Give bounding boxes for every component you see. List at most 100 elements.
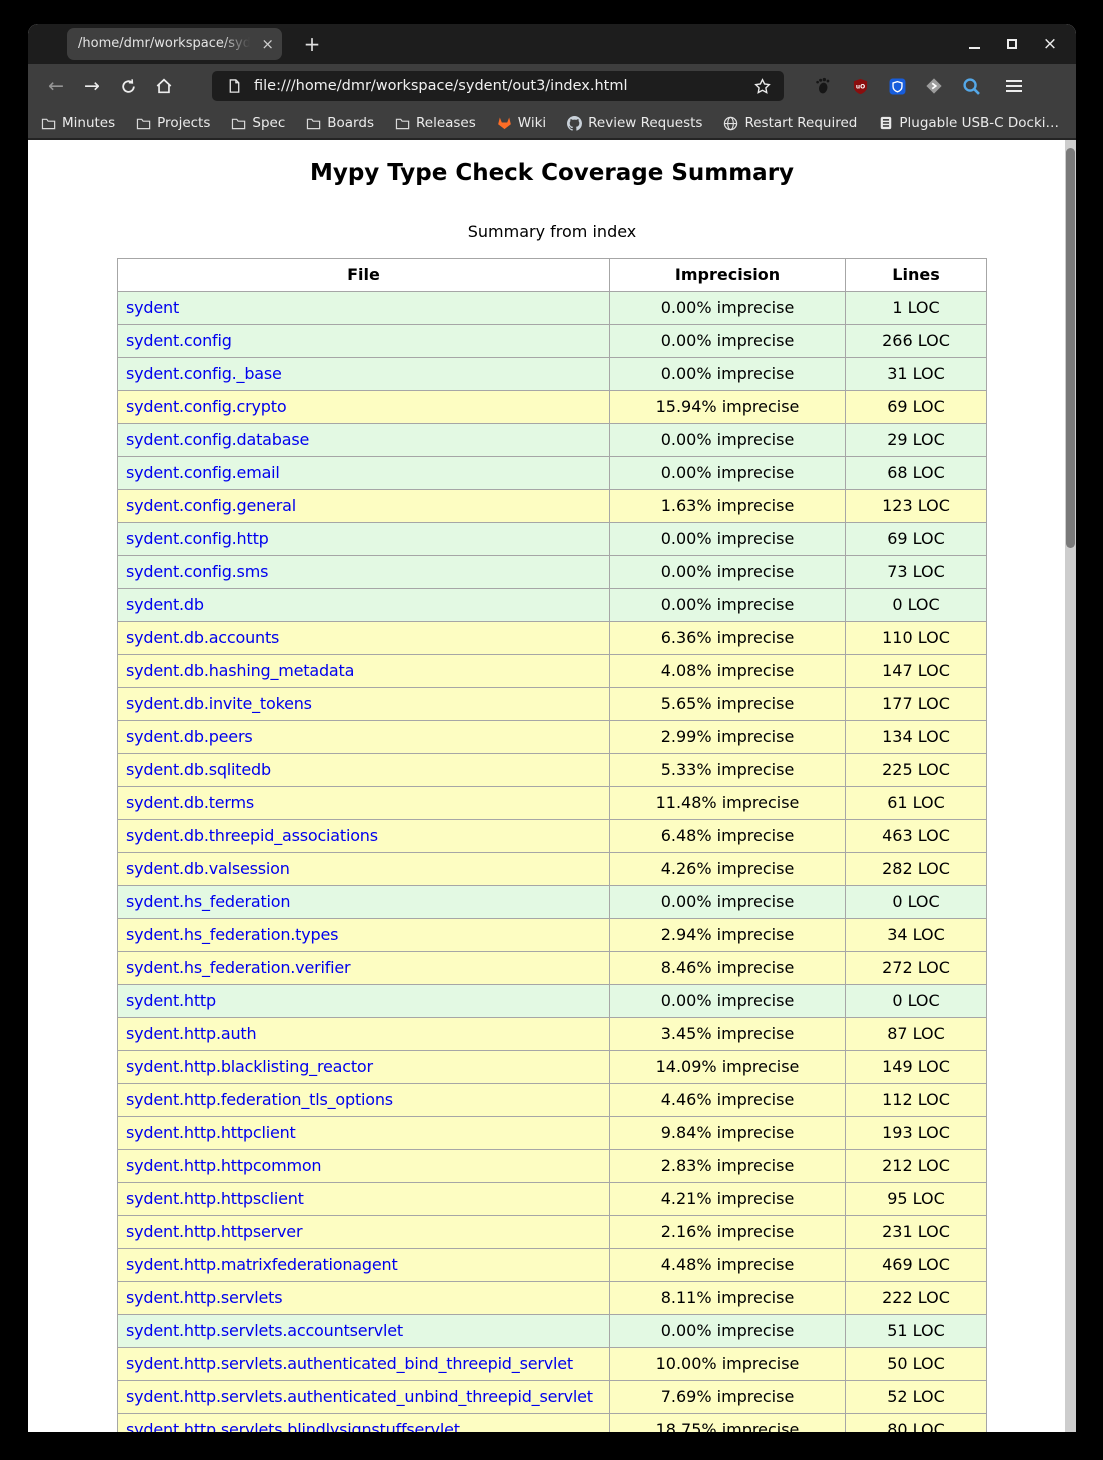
imprecision-cell: 0.00% imprecise	[609, 984, 846, 1018]
file-cell: sydent.http.servlets.accountservlet	[117, 1314, 610, 1348]
imprecision-cell: 2.94% imprecise	[609, 918, 846, 952]
reload-icon[interactable]	[112, 70, 144, 102]
minimize-button[interactable]	[962, 32, 986, 56]
table-body: sydent 0.00% imprecise 1 LOC sydent.config 0…	[117, 291, 987, 1432]
column-header-file: File	[117, 258, 610, 292]
imprecision-cell: 1.63% imprecise	[609, 489, 846, 523]
file-link[interactable]: sydent.http	[126, 991, 216, 1010]
window-controls: ×	[962, 24, 1062, 64]
file-link[interactable]: sydent.hs_federation	[126, 892, 291, 911]
file-link[interactable]: sydent.config.email	[126, 463, 280, 482]
bookmark-restart-required[interactable]: Restart Required	[723, 115, 857, 131]
scrollbar-thumb[interactable]	[1066, 148, 1075, 548]
close-button[interactable]: ×	[1042, 33, 1058, 54]
file-cell: sydent.config.crypto	[117, 390, 610, 424]
ublock-origin-icon[interactable]: uO	[849, 75, 871, 97]
file-cell: sydent.http.matrixfederationagent	[117, 1248, 610, 1282]
bookmark-releases[interactable]: Releases	[395, 115, 476, 131]
browser-tab[interactable]: /home/dmr/workspace/syden ×	[67, 28, 282, 60]
svg-text:uO: uO	[855, 83, 864, 90]
lines-cell: 177 LOC	[845, 687, 987, 721]
file-cell: sydent.http.servlets	[117, 1281, 610, 1315]
bitwarden-icon[interactable]	[886, 75, 908, 97]
maximize-button[interactable]	[1000, 32, 1024, 56]
table-row: sydent.http.servlets.accountservlet 0.00%…	[117, 1314, 987, 1348]
file-link[interactable]: sydent.hs_federation.verifier	[126, 958, 351, 977]
file-cell: sydent.db.valsession	[117, 852, 610, 886]
table-row: sydent.http.auth 3.45% imprecise 87 LOC	[117, 1017, 987, 1051]
file-cell: sydent.db	[117, 588, 610, 622]
bookmark-projects[interactable]: Projects	[136, 115, 210, 131]
file-link[interactable]: sydent.db.hashing_metadata	[126, 661, 355, 680]
imprecision-cell: 0.00% imprecise	[609, 423, 846, 457]
bookmark-label: Minutes	[62, 115, 116, 131]
file-link[interactable]: sydent.db.invite_tokens	[126, 694, 312, 713]
file-link[interactable]: sydent.config	[126, 331, 232, 350]
menu-icon[interactable]	[1003, 80, 1025, 92]
lines-cell: 87 LOC	[845, 1017, 987, 1051]
imprecision-cell: 6.36% imprecise	[609, 621, 846, 655]
imprecision-cell: 0.00% imprecise	[609, 456, 846, 490]
home-icon[interactable]	[148, 70, 180, 102]
file-link[interactable]: sydent.http.federation_tls_options	[126, 1090, 393, 1109]
file-link[interactable]: sydent	[126, 298, 180, 317]
file-link[interactable]: sydent.http.auth	[126, 1024, 257, 1043]
table-row: sydent.config.http 0.00% imprecise 69 LOC	[117, 522, 987, 556]
bookmark-boards[interactable]: Boards	[306, 115, 374, 131]
gnome-foot-icon[interactable]	[812, 75, 834, 97]
file-link[interactable]: sydent.config.http	[126, 529, 269, 548]
file-link[interactable]: sydent.http.httpsclient	[126, 1189, 304, 1208]
file-link[interactable]: sydent.config.sms	[126, 562, 269, 581]
file-link[interactable]: sydent.http.httpserver	[126, 1222, 303, 1241]
table-row: sydent.db.invite_tokens 5.65% imprecise 17…	[117, 687, 987, 721]
file-link[interactable]: sydent.db.threepid_associations	[126, 826, 378, 845]
file-link[interactable]: sydent.http.servlets	[126, 1288, 283, 1307]
file-link[interactable]: sydent.hs_federation.types	[126, 925, 339, 944]
url-bar[interactable]: file:///home/dmr/workspace/sydent/out3/i…	[212, 71, 784, 101]
lines-cell: 272 LOC	[845, 951, 987, 985]
url-text[interactable]: file:///home/dmr/workspace/sydent/out3/i…	[254, 78, 628, 94]
file-link[interactable]: sydent.http.servlets.accountservlet	[126, 1321, 403, 1340]
search-icon[interactable]	[960, 75, 982, 97]
bookmark-star-icon[interactable]	[751, 75, 773, 97]
file-link[interactable]: sydent.http.matrixfederationagent	[126, 1255, 398, 1274]
file-cell: sydent.config.sms	[117, 555, 610, 589]
page-content: Mypy Type Check Coverage Summary Summary…	[28, 140, 1076, 1432]
file-link[interactable]: sydent.config.crypto	[126, 397, 287, 416]
file-link[interactable]: sydent.http.servlets.authenticated_unbin…	[126, 1387, 593, 1406]
file-link[interactable]: sydent.db.peers	[126, 727, 253, 746]
file-link[interactable]: sydent.http.httpclient	[126, 1123, 296, 1142]
page-scrollbar[interactable]	[1065, 140, 1076, 1432]
lines-cell: 123 LOC	[845, 489, 987, 523]
bookmark-label: Restart Required	[744, 115, 858, 131]
tab-close-icon[interactable]: ×	[261, 34, 274, 53]
bookmark-review-requests[interactable]: Review Requests	[567, 115, 702, 131]
imprecision-cell: 0.00% imprecise	[609, 291, 846, 325]
bookmark-minutes[interactable]: Minutes	[41, 115, 115, 131]
file-link[interactable]: sydent.config._base	[126, 364, 282, 383]
table-row: sydent.db.hashing_metadata 4.08% imprecis…	[117, 654, 987, 688]
file-link[interactable]: sydent.db.sqlitedb	[126, 760, 271, 779]
plasma-integration-icon[interactable]	[923, 75, 945, 97]
file-link[interactable]: sydent.http.servlets.authenticated_bind_…	[126, 1354, 573, 1373]
table-row: sydent.config.crypto 15.94% imprecise 69 L…	[117, 390, 987, 424]
forward-icon[interactable]: →	[84, 75, 100, 97]
file-link[interactable]: sydent.config.database	[126, 430, 310, 449]
file-link[interactable]: sydent.db.accounts	[126, 628, 280, 647]
bookmark-spec[interactable]: Spec	[231, 115, 285, 131]
file-link[interactable]: sydent.config.general	[126, 496, 296, 515]
file-link[interactable]: sydent.http.blacklisting_reactor	[126, 1057, 373, 1076]
lines-cell: 222 LOC	[845, 1281, 987, 1315]
bookmark-plugable-usb-c-docki[interactable]: Plugable USB-C Docki…	[878, 115, 1059, 131]
file-link[interactable]: sydent.db	[126, 595, 204, 614]
lines-cell: 0 LOC	[845, 984, 987, 1018]
new-tab-button[interactable]: +	[303, 32, 321, 56]
table-row: sydent.http.httpcommon 2.83% imprecise 212…	[117, 1149, 987, 1183]
file-link[interactable]: sydent.db.valsession	[126, 859, 290, 878]
file-cell: sydent.db.invite_tokens	[117, 687, 610, 721]
back-icon[interactable]: ←	[48, 75, 64, 97]
file-link[interactable]: sydent.http.httpcommon	[126, 1156, 322, 1175]
file-link[interactable]: sydent.http.servlets.blindlysignstuffser…	[126, 1420, 460, 1432]
file-link[interactable]: sydent.db.terms	[126, 793, 255, 812]
bookmark-wiki[interactable]: Wiki	[497, 115, 546, 131]
